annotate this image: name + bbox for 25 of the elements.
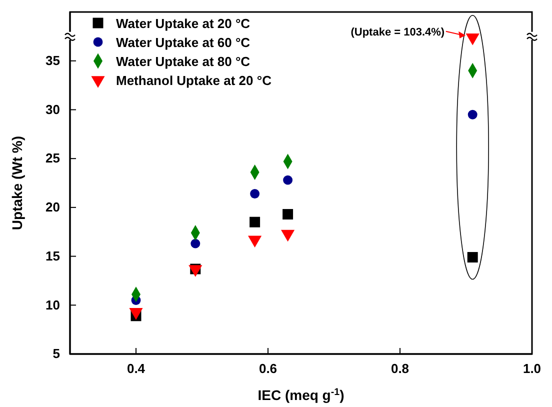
y-tick-label: 10: [46, 297, 60, 312]
legend-label: Methanol Uptake at 20 °C: [116, 73, 272, 88]
point: [282, 209, 294, 220]
point: [250, 189, 260, 198]
y-tick-label: 35: [46, 53, 60, 68]
y-tick-label: 25: [46, 150, 60, 166]
legend-label: Water Uptake at 80 °C: [116, 54, 251, 69]
point: [190, 238, 200, 248]
legend-label: Water Uptake at 20 °C: [116, 16, 251, 31]
y-tick-label: 20: [46, 200, 60, 215]
legend-label: Water Uptake at 60 °C: [116, 35, 251, 50]
x-tick-label: 0.4: [126, 361, 146, 376]
x-axis-title: IEC (meq g$^{-1}$): [258, 386, 344, 403]
y-tick-label: 15: [46, 248, 60, 264]
x-tick-label: 0.8: [390, 361, 410, 376]
x-tick-label: 0.6: [258, 361, 278, 376]
y-tick-label: 30: [46, 102, 60, 117]
annotation: (Uptake = 103.4%): [350, 26, 445, 38]
x-tick-label: 1.0: [522, 361, 542, 376]
point: [468, 110, 478, 120]
y-tick-label: 5: [52, 346, 60, 362]
y-axis-title: Uptake (Wt %): [9, 136, 25, 230]
point: [283, 175, 293, 185]
point: [467, 252, 478, 263]
point: [250, 216, 260, 228]
